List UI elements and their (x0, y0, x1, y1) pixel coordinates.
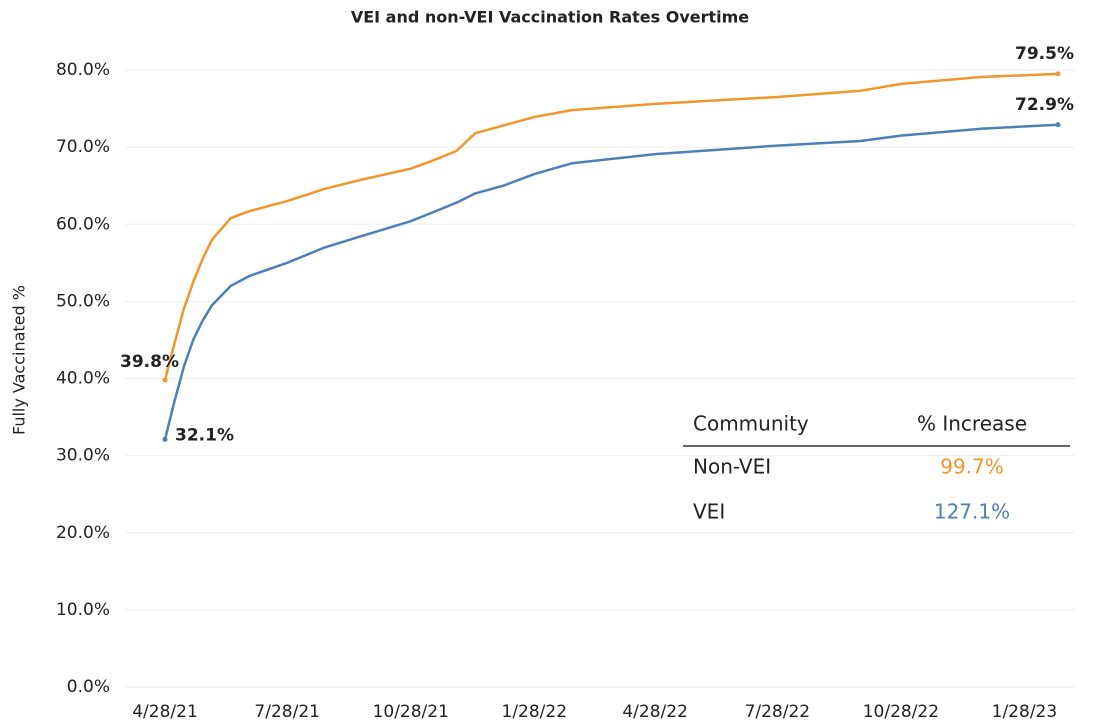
x-tick-label: 4/28/22 (622, 702, 688, 722)
x-tick-label: 7/28/21 (254, 702, 320, 722)
data-label: 32.1% (175, 425, 234, 445)
data-label: 72.9% (1015, 95, 1074, 115)
table-cell: 99.7% (940, 455, 1004, 479)
table-cell: VEI (693, 500, 725, 524)
x-tick-label: 1/28/22 (502, 702, 568, 722)
data-label: 79.5% (1015, 44, 1074, 64)
y-tick-label: 10.0% (56, 600, 110, 620)
end-point (162, 377, 168, 383)
y-tick-label: 30.0% (56, 446, 110, 466)
y-axis-label: Fully Vaccinated % (10, 285, 29, 435)
chart-title: VEI and non-VEI Vaccination Rates Overti… (351, 8, 749, 27)
y-tick-label: 20.0% (56, 523, 110, 543)
end-point (1055, 71, 1061, 77)
line (163, 123, 1059, 440)
x-tick-label: 7/28/22 (745, 702, 811, 722)
line (163, 72, 1059, 381)
y-tick-label: 60.0% (56, 214, 110, 234)
x-tick-label: 1/28/23 (992, 702, 1058, 722)
x-tick-label: 4/28/21 (132, 702, 198, 722)
y-tick-label: 50.0% (56, 291, 110, 311)
y-tick-label: 0.0% (67, 677, 110, 697)
end-point (162, 436, 168, 442)
y-tick-label: 70.0% (56, 137, 110, 157)
data-label: 39.8% (120, 352, 179, 372)
table-header: % Increase (917, 412, 1027, 436)
table-header: Community (693, 412, 809, 436)
table-cell: Non-VEI (693, 455, 771, 479)
table-cell: 127.1% (934, 500, 1010, 524)
x-tick-label: 10/28/22 (863, 702, 939, 722)
y-tick-label: 80.0% (56, 60, 110, 80)
end-point (1055, 122, 1061, 128)
x-tick-label: 10/28/21 (373, 702, 449, 722)
y-tick-label: 40.0% (56, 369, 110, 389)
